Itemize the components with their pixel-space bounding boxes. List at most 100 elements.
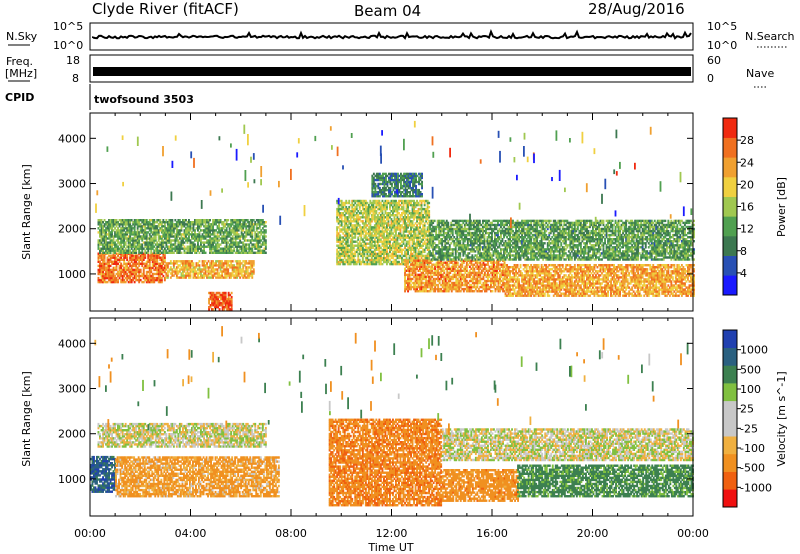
heatmap-cell [383, 172, 386, 176]
heatmap-cell [162, 260, 165, 263]
heatmap-cell [148, 229, 151, 232]
heatmap-cell [414, 290, 417, 293]
heatmap-cell [219, 268, 222, 271]
heatmap-cell [141, 247, 144, 250]
heatmap-cell [407, 277, 409, 281]
heatmap-cell [204, 233, 207, 236]
heatmap-cell [437, 279, 440, 283]
heatmap-cell [396, 238, 399, 241]
heatmap-cell [370, 236, 373, 239]
heatmap-cell [111, 270, 113, 274]
heatmap-cell [348, 228, 351, 231]
heatmap-cell [145, 235, 148, 238]
heatmap-cell [376, 214, 379, 217]
heatmap-cell [360, 260, 363, 264]
heatmap-cell [337, 250, 340, 254]
heatmap-cell [402, 240, 405, 243]
heatmap-cell [233, 229, 236, 232]
heatmap-cell [204, 241, 207, 244]
heatmap-cell [171, 223, 174, 226]
heatmap-cell [117, 233, 119, 236]
heatmap-cell [367, 246, 370, 249]
heatmap-cell [407, 178, 410, 182]
heatmap-cell [420, 220, 423, 223]
heatmap-cell [411, 205, 414, 209]
heatmap-cell [370, 210, 373, 213]
heatmap-cell [117, 258, 119, 261]
heatmap-cell [207, 233, 210, 236]
heatmap-cell [165, 268, 168, 271]
heatmap-cell [364, 236, 367, 239]
heatmap-cell [102, 262, 104, 265]
heatmap-cell [201, 241, 204, 244]
heatmap-cell [382, 193, 384, 196]
heatmap-cell [162, 270, 165, 274]
heatmap-cell [154, 252, 157, 255]
heatmap-cell [423, 287, 426, 291]
heatmap-cell [136, 229, 139, 232]
heatmap-cell [447, 265, 450, 268]
heatmap-cell [145, 233, 148, 236]
heatmap-cell [405, 285, 408, 289]
heatmap-cell [166, 274, 169, 277]
heatmap-cell [398, 228, 400, 231]
heatmap-cell [133, 233, 136, 236]
heatmap-cell [162, 245, 165, 248]
heatmap-cell [372, 203, 375, 207]
heatmap-cell [194, 266, 196, 269]
heatmap-cell [422, 267, 425, 270]
heatmap-cell [257, 221, 260, 224]
heatmap-cell [132, 233, 135, 236]
heatmap-cell [410, 234, 412, 237]
heatmap-cell [361, 246, 364, 249]
heatmap-cell [117, 247, 119, 250]
heatmap-cell [360, 212, 363, 215]
heatmap-cell [420, 256, 423, 260]
heatmap-cell [216, 237, 219, 240]
heatmap-cell [209, 219, 211, 222]
heatmap-cell [139, 223, 142, 226]
heatmap-cell [428, 265, 431, 268]
heatmap-cell [218, 243, 220, 246]
heatmap-cell [175, 266, 178, 269]
heatmap-cell [197, 233, 199, 236]
heatmap-cell [372, 186, 375, 190]
heatmap-cell [102, 274, 104, 278]
heatmap-cell [361, 244, 364, 247]
heatmap-cell [182, 264, 184, 267]
heatmap-cell [150, 256, 153, 259]
heatmap-cell [412, 174, 414, 178]
heatmap-cell [413, 236, 415, 239]
heatmap-cell [242, 241, 245, 244]
heatmap-cell [99, 262, 101, 265]
heatmap-cell [240, 235, 243, 238]
heatmap-cell [441, 275, 444, 279]
heatmap-cell [192, 262, 195, 265]
heatmap-cell [390, 226, 393, 229]
heatmap-cell [129, 268, 132, 272]
heatmap-cell [135, 245, 138, 248]
heatmap-cell [115, 229, 118, 232]
heatmap-cell [423, 201, 426, 205]
heatmap-cell [399, 220, 402, 223]
heatmap-cell [440, 283, 443, 287]
heatmap-cell [136, 258, 139, 261]
heatmap-cell [417, 285, 420, 289]
heatmap-cell [118, 223, 121, 226]
heatmap-cell [418, 182, 420, 186]
heatmap-cell [434, 263, 437, 266]
heatmap-cell [375, 224, 378, 227]
heatmap-cell [403, 195, 405, 198]
heatmap-cell [370, 218, 373, 221]
heatmap-cell [468, 287, 471, 291]
heatmap-cell [383, 232, 385, 235]
heatmap-cell [416, 226, 418, 229]
heatmap-cell [130, 270, 133, 274]
heatmap-cell [212, 251, 214, 254]
heatmap-cell [206, 231, 208, 234]
heatmap-cell [204, 223, 207, 226]
heatmap-cell [132, 258, 135, 261]
heatmap-cell [345, 260, 348, 264]
heatmap-cell [157, 254, 160, 257]
heatmap-cell [336, 226, 339, 229]
